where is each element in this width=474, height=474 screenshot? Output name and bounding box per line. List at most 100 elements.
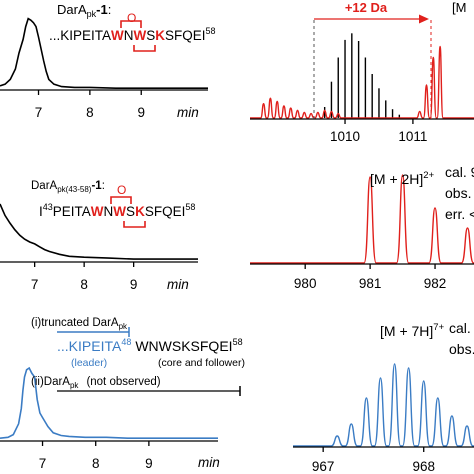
ms-middle-tick-label-2: 982 <box>424 276 447 291</box>
ms-middle-panel: 980 981 982 [M + 2H]2+ cal. 9 obs. err. < <box>250 164 474 291</box>
hplc-middle-annotation: DarApk(43-58)-1: I43PEITAWNWSKSFQEI58 O <box>31 180 195 228</box>
ms-middle-tick-label-1: 981 <box>359 276 382 291</box>
ms-middle-info-3: err. < <box>445 206 474 222</box>
hplc-bottom-tick-label-0: 7 <box>39 456 47 471</box>
ms-bottom-info-2: obs. <box>449 341 474 357</box>
darapk1-bridge-atom: O <box>127 11 136 25</box>
bottom-sequence: ...KIPEITA48 WNWSKSFQEI58 <box>57 337 243 354</box>
darapk1-seq-prefix: ...KIPEITA <box>49 28 111 43</box>
ms-top-shift-label: +12 Da <box>345 0 388 15</box>
darapk1-name: DarApk-1: <box>57 2 111 19</box>
hplc-top-ticks: 7 8 9 <box>35 90 145 120</box>
darapk43-name-text: DarA <box>31 180 58 192</box>
ms-bottom-info-1: cal. <box>449 320 471 336</box>
hplc-top-tick-label-1: 8 <box>86 105 94 120</box>
ms-top-tick-label-0: 1010 <box>330 129 360 144</box>
item2-note: (not observed) <box>86 376 160 388</box>
darapk43-seq-prefix: PEITA <box>53 204 91 219</box>
darapk1-sequence: ...KIPEITAWNWSKSFQEI58 <box>49 26 216 43</box>
ms-middle-tick-label-0: 980 <box>294 276 317 291</box>
bottom-seq-prefix: ...KIPEITA <box>57 338 122 354</box>
ms-top-red-trace <box>250 45 474 119</box>
ms-middle-ion-label: [M + 2H]2+ <box>370 170 435 187</box>
darapk43-seq-suffix: SFQEI <box>145 204 186 219</box>
hplc-bottom-ticks: 7 8 9 <box>39 441 153 471</box>
darapk1-seq-end: 58 <box>206 26 216 36</box>
item2-sub: pk <box>70 381 79 390</box>
darapk43-seq-w2: W <box>113 204 126 219</box>
ms-middle-info-1: cal. 9 <box>445 164 474 180</box>
bottom-seq-pos: 48 <box>121 337 131 347</box>
darapk43-seq-start: 43 <box>43 202 53 212</box>
hplc-middle-tick-label-1: 8 <box>80 277 88 292</box>
hplc-bottom-tick-label-1: 8 <box>92 456 100 471</box>
hplc-bottom-x-unit: min <box>198 455 220 470</box>
hplc-middle-ticks: 7 8 9 <box>31 262 138 292</box>
hplc-middle-tick-label-0: 7 <box>31 277 39 292</box>
ms-bottom-tick-label-0: 967 <box>312 459 335 474</box>
hplc-top-x-unit: min <box>177 105 199 120</box>
hplc-middle-tick-label-2: 9 <box>130 277 138 292</box>
hplc-middle-x-unit: min <box>167 277 189 292</box>
hplc-bottom-trace <box>0 366 218 439</box>
ms-middle-info-2: obs. <box>445 185 471 201</box>
hplc-top-tick-label-2: 9 <box>137 105 145 120</box>
item2-name: DarA <box>44 376 71 388</box>
darapk1-seq-w2: W <box>134 28 147 43</box>
item1-label: (i) <box>31 317 41 329</box>
darapk1-name-sub: pk <box>87 9 97 19</box>
darapk43-bridge-atom: O <box>117 183 126 197</box>
darapk1-seq-w1: W <box>111 28 124 43</box>
ms-middle-trace <box>250 174 474 264</box>
darapk43-seq-k: K <box>135 204 145 219</box>
hplc-middle-panel: 7 8 9 min DarApk(43-58)-1: I43PEITAWNWSKSF… <box>0 180 198 292</box>
darapk1-seq-k: K <box>155 28 165 43</box>
darapk1-name-text: DarA <box>57 2 87 17</box>
ms-middle-ion-charge: 2+ <box>423 170 434 181</box>
ms-bottom-ion-label: [M + 7H]7+ <box>380 322 445 339</box>
item1-sub: pk <box>119 322 128 331</box>
darapk43-seq-end: 58 <box>185 202 195 212</box>
ms-top-ion-label: [M <box>452 0 466 15</box>
ms-middle-ion-text: [M + 2H] <box>370 171 423 187</box>
ms-top-tick-label-1: 1011 <box>398 129 427 144</box>
darapk43-name: DarApk(43-58)-1: <box>31 180 105 194</box>
ms-middle-ticks: 980 981 982 <box>294 264 446 291</box>
darapk1-seq-suffix: SFQEI <box>165 28 206 43</box>
hplc-middle-trace <box>0 203 198 260</box>
bottom-seq-end: 58 <box>233 337 243 347</box>
darapk1-seq-n: N <box>124 28 134 43</box>
ms-top-ticks: 1010 1011 <box>330 119 427 144</box>
darapk43-sequence: I43PEITAWNWSKSFQEI58 <box>39 202 195 219</box>
darapk1-seq-s: S <box>146 28 155 43</box>
ms-bottom-trace <box>293 363 474 447</box>
ms-bottom-ion-charge: 7+ <box>433 322 444 333</box>
hplc-top-tick-label-0: 7 <box>35 105 43 120</box>
darapk43-crosslink-bracket <box>110 196 146 228</box>
hplc-bottom-annotation: (i)truncated DarApk ...KIPEITA48 WNWSKSFQ… <box>31 317 245 396</box>
item1-text: (i)truncated DarApk <box>31 317 128 331</box>
item2-label: (ii) <box>31 376 44 388</box>
darapk1-name-suffix: -1 <box>96 2 108 17</box>
darapk43-name-suffix: -1 <box>91 180 102 192</box>
darapk43-name-colon: : <box>102 180 105 192</box>
darapk43-seq-n: N <box>104 204 114 219</box>
hplc-top-trace <box>0 17 208 89</box>
ms-bottom-ticks: 967 968 <box>312 447 435 474</box>
ms-bottom-ion-text: [M + 7H] <box>380 323 433 339</box>
ms-top-shift-arrowhead <box>419 14 429 24</box>
darapk43-name-sub: pk(43-58) <box>57 185 92 194</box>
darapk43-seq-w1: W <box>91 204 104 219</box>
ms-top-panel: 1010 1011 +12 Da [M <box>250 0 474 144</box>
ms-top-black-peaks <box>323 33 401 118</box>
hplc-bottom-tick-label-2: 9 <box>145 456 153 471</box>
bottom-seq-rest: WNWSKSFQEI <box>135 338 232 354</box>
item1-name: truncated DarA <box>41 317 119 329</box>
core-label: (core and follower) <box>158 357 245 369</box>
leader-label: (leader) <box>71 357 107 369</box>
ms-bottom-tick-label-1: 968 <box>412 459 435 474</box>
darapk1-name-colon: : <box>108 2 112 17</box>
darapk43-seq-s: S <box>126 204 135 219</box>
